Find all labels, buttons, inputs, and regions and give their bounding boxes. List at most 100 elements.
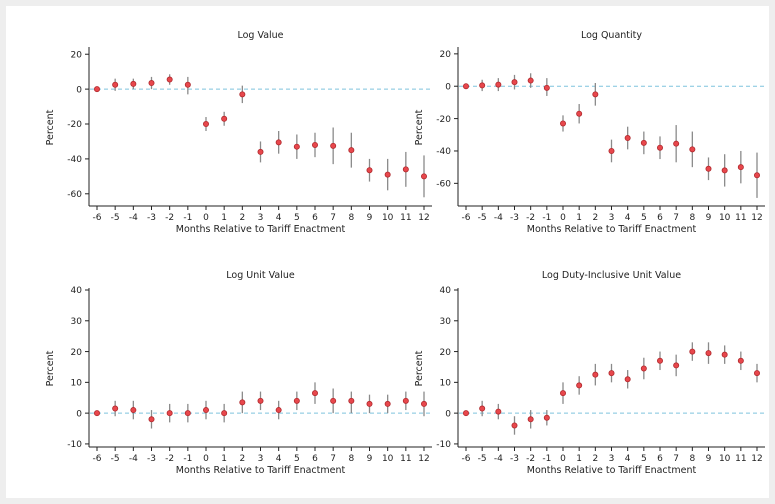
x-tick-label: 3: [609, 454, 615, 464]
x-tick-label: 0: [560, 213, 566, 223]
x-tick-label: 6: [312, 454, 318, 464]
x-tick-label: 0: [203, 454, 209, 464]
x-axis-label: Months Relative to Tariff Enactment: [176, 465, 346, 476]
data-point: [737, 357, 744, 364]
x-tick-label: 12: [418, 213, 429, 223]
x-tick-label: 4: [625, 213, 631, 223]
x-tick-label: -5: [478, 454, 487, 464]
y-tick-label: 20: [440, 50, 452, 60]
data-point: [543, 414, 550, 421]
y-tick-label: -60: [436, 180, 451, 190]
data-point: [576, 110, 583, 117]
x-tick-label: -3: [147, 454, 156, 464]
x-tick-label: -6: [462, 454, 471, 464]
y-tick-label: 40: [71, 286, 83, 296]
data-point: [202, 121, 209, 128]
x-tick-label: 12: [751, 454, 762, 464]
x-tick-label: -1: [183, 213, 192, 223]
y-tick-label: 0: [76, 85, 82, 95]
x-tick-label: 8: [348, 213, 354, 223]
x-tick-label: 1: [221, 454, 227, 464]
x-tick-label: -3: [147, 213, 156, 223]
chart-title: Log Value: [237, 30, 283, 41]
data-point: [640, 365, 647, 372]
data-point: [239, 399, 246, 406]
x-tick-label: 12: [418, 454, 429, 464]
x-axis-label: Months Relative to Tariff Enactment: [176, 224, 346, 235]
x-tick-label: 11: [400, 213, 411, 223]
x-tick-label: 4: [276, 213, 282, 223]
x-tick-label: -5: [111, 454, 120, 464]
y-tick-label: -60: [67, 190, 82, 200]
figure-panel: Log Value 20 0 -20 -40 -60 -6 -5 -4 -3 -2 -1 0 1 2 3 4 5 6…: [6, 6, 769, 498]
x-tick-label: 9: [706, 454, 712, 464]
y-tick-label: -20: [67, 120, 82, 130]
y-tick-label: -40: [67, 155, 82, 165]
data-point: [166, 410, 173, 417]
data-point: [527, 77, 534, 84]
data-point: [673, 362, 680, 369]
data-point: [737, 164, 744, 171]
x-tick-label: -6: [462, 213, 471, 223]
x-tick-label: 6: [657, 454, 663, 464]
data-point: [479, 82, 486, 89]
y-tick-label: -40: [436, 147, 451, 157]
data-point: [689, 348, 696, 355]
y-axis-label: Percent: [414, 109, 425, 145]
x-tick-label: -1: [183, 454, 192, 464]
data-point: [184, 410, 191, 417]
chart-title: Log Duty-Inclusive Unit Value: [542, 270, 681, 281]
data-point: [112, 81, 119, 88]
x-tick-label: 1: [576, 213, 582, 223]
x-tick-label: -1: [542, 454, 551, 464]
data-point: [112, 405, 119, 412]
y-tick-label: 0: [445, 409, 451, 419]
x-tick-label: 6: [312, 213, 318, 223]
data-point: [462, 410, 469, 417]
data-point: [495, 81, 502, 88]
data-point: [221, 115, 228, 122]
data-point: [275, 407, 282, 414]
x-tick-label: 8: [689, 213, 695, 223]
data-point: [462, 83, 469, 90]
x-tick-label: 5: [641, 454, 647, 464]
x-tick-label: 7: [673, 454, 679, 464]
x-tick-label: 3: [609, 213, 615, 223]
x-tick-label: 5: [294, 213, 300, 223]
data-point: [543, 84, 550, 91]
x-axis-label: Months Relative to Tariff Enactment: [527, 224, 697, 235]
x-tick-label: -3: [510, 213, 519, 223]
data-point: [608, 147, 615, 154]
data-point: [754, 370, 761, 377]
data-point: [640, 139, 647, 146]
data-point: [130, 407, 137, 414]
data-point: [608, 370, 615, 377]
data-point: [130, 80, 137, 87]
data-point: [479, 405, 486, 412]
y-tick-label: 30: [71, 317, 83, 327]
x-tick-label: 5: [294, 454, 300, 464]
x-tick-label: 2: [239, 213, 245, 223]
data-point: [239, 91, 246, 98]
data-point: [657, 357, 664, 364]
x-tick-label: -3: [510, 454, 519, 464]
x-tick-label: 6: [657, 213, 663, 223]
x-tick-label: 5: [641, 213, 647, 223]
data-point: [330, 397, 337, 404]
data-point: [348, 147, 355, 154]
y-tick-label: -20: [436, 115, 451, 125]
y-tick-label: 20: [71, 50, 83, 60]
y-tick-label: -10: [436, 440, 451, 450]
data-point: [721, 351, 728, 358]
y-tick-label: 20: [440, 348, 452, 358]
data-point: [366, 400, 373, 407]
data-point: [94, 410, 101, 417]
data-point: [311, 390, 318, 397]
x-tick-label: 9: [706, 213, 712, 223]
chart-title: Log Unit Value: [226, 270, 295, 281]
y-axis-label: Percent: [45, 350, 56, 386]
data-point: [148, 416, 155, 423]
data-point: [624, 376, 631, 383]
x-tick-label: -1: [542, 213, 551, 223]
x-tick-label: 3: [258, 213, 264, 223]
